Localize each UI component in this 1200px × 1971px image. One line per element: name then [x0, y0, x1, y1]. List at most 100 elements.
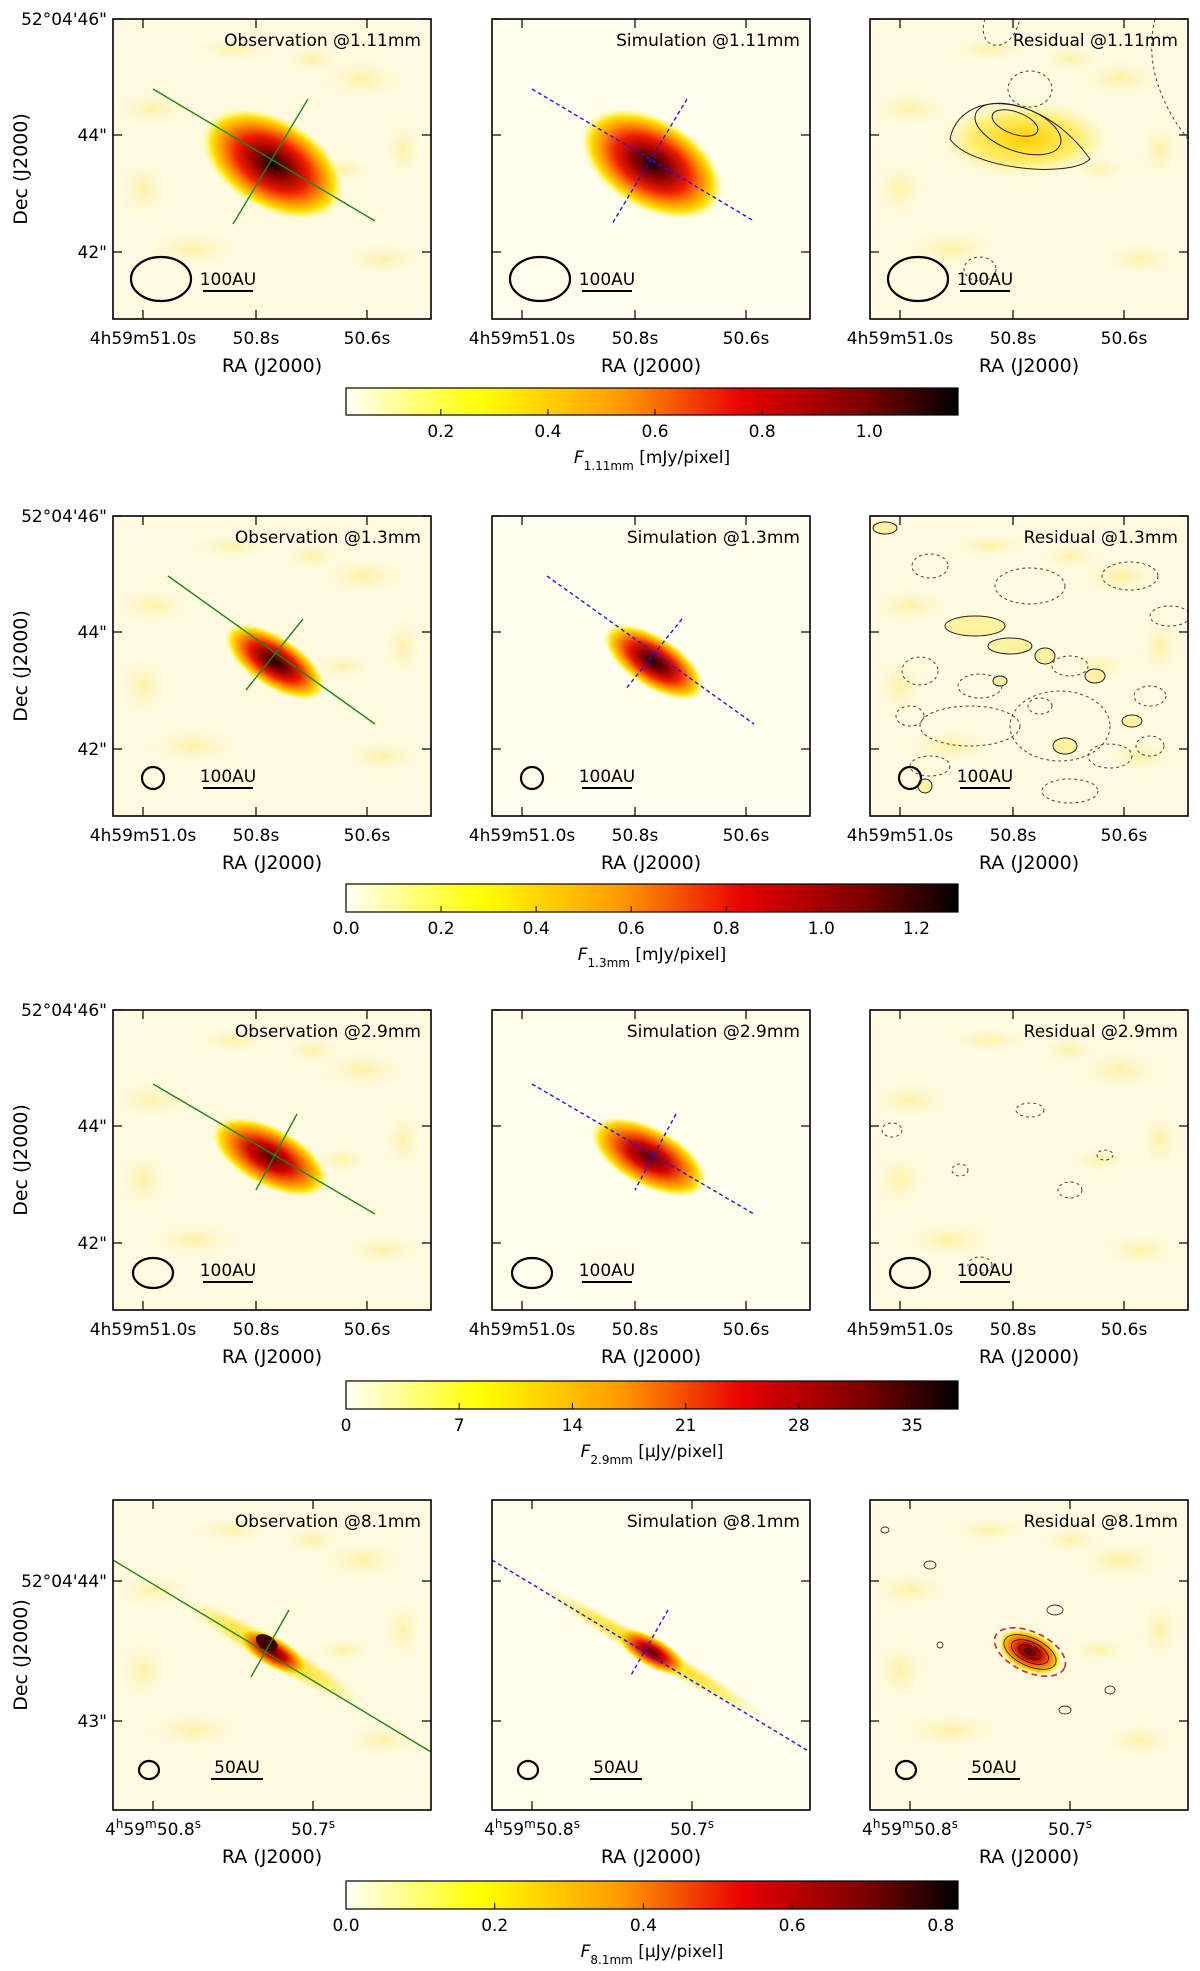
source-emission — [237, 1628, 309, 1676]
image-area — [492, 1559, 810, 1753]
colorbar-label-sub: 1.11mm — [584, 459, 634, 473]
beam-ellipse — [508, 255, 572, 303]
scale-bar-label: 100AU — [200, 270, 257, 290]
colorbar: 0.2 0.4 0.6 0.8 1.0 F1.11mm [mJy/pixel] — [345, 387, 959, 473]
colorbar-tick-label: 1.0 — [808, 919, 835, 939]
colorbar-gradient — [345, 883, 959, 913]
x-axis-label: RA (J2000) — [601, 1846, 701, 1868]
noise-patch — [875, 1150, 925, 1210]
negative-contour — [963, 256, 997, 282]
minor-axis-line — [611, 98, 688, 225]
ra-tick-sup: h — [116, 1817, 124, 1831]
image-area — [531, 1083, 755, 1215]
negative-contour — [1151, 19, 1188, 140]
negative-contour — [1041, 778, 1099, 804]
ra-tick-label: 50.6s — [1101, 1320, 1148, 1340]
negative-contour — [911, 553, 949, 579]
panel-title: Simulation @1.11mm — [616, 31, 800, 51]
panel-obs: 100AU Observation @1.11mm 4h59m51.0s 50.8s 5… — [10, 10, 432, 377]
x-axis-label: RA (J2000) — [222, 852, 322, 874]
x-axis-label: RA (J2000) — [979, 355, 1079, 377]
colorbar-label-unit: [μJy/pixel] — [633, 1442, 724, 1462]
noise-patch — [1070, 1148, 1130, 1172]
noise-patch — [900, 231, 1000, 267]
residual-contour — [1023, 1647, 1037, 1657]
noise-patch — [383, 1110, 423, 1170]
colorbar-label-unit: [mJy/pixel] — [630, 945, 726, 965]
noise-patch — [318, 59, 408, 99]
ra-tick-label: 50.6s — [723, 329, 770, 349]
ra-tick-label: 50.8s — [990, 1320, 1037, 1340]
colorbar-tick-label: 0.2 — [428, 919, 455, 939]
ra-tick-part: 50.7 — [291, 1820, 329, 1840]
x-axis-label: RA (J2000) — [222, 1346, 322, 1368]
colorbar-label-main: F — [578, 945, 588, 965]
source-emission — [590, 1116, 708, 1198]
noise-patch — [345, 740, 421, 772]
panel-frame — [869, 1009, 1189, 1311]
x-axis-label: RA (J2000) — [601, 852, 701, 874]
negative-contour — [951, 1163, 969, 1177]
axis-ticks — [113, 515, 431, 816]
ra-tick-sup: h — [495, 1817, 503, 1831]
panel-title: Simulation @8.1mm — [627, 1512, 800, 1532]
noise-patch — [345, 243, 421, 275]
axis-ticks — [492, 1500, 810, 1810]
ra-tick-sup: m — [524, 1817, 536, 1831]
negative-contour — [1007, 70, 1053, 108]
ra-tick-part: 59 — [123, 1820, 145, 1840]
ra-tick-part: 59 — [880, 1820, 902, 1840]
colorbar-label-main: F — [581, 1442, 591, 1462]
noise-patch — [193, 534, 273, 558]
residual-contour — [1003, 1634, 1057, 1670]
panel-sim: 100AU Simulation @1.3mm 4h59m51.0s 50.8s 50.… — [469, 515, 811, 874]
dec-tick-label: 44" — [78, 623, 107, 643]
colorbar-label-unit: [mJy/pixel] — [634, 448, 730, 468]
ra-tick-label: 50.6s — [344, 1320, 391, 1340]
dec-tick-label: 52°04'46" — [21, 10, 107, 30]
beam-ellipse — [519, 765, 545, 791]
panel-title: Observation @8.1mm — [235, 1512, 421, 1532]
major-axis-line — [152, 1083, 376, 1215]
panel-frame — [491, 18, 811, 320]
major-axis-line — [546, 575, 755, 725]
colorbar-gradient — [345, 387, 959, 416]
noise-patch — [870, 588, 950, 624]
negative-contour — [1057, 1181, 1083, 1199]
noise-patch — [113, 588, 193, 624]
red-dashed-ellipse — [993, 1626, 1067, 1678]
ra-tick-part: 50.8 — [536, 1820, 574, 1840]
noise-patch — [313, 654, 373, 678]
residual-contour — [936, 1641, 944, 1649]
image-area — [870, 1028, 1180, 1274]
image-area — [531, 88, 755, 225]
axis-ticks — [870, 515, 1188, 816]
source-emission — [603, 623, 705, 701]
x-axis-label: RA (J2000) — [601, 1346, 701, 1368]
ra-tick-sup: s — [329, 1817, 335, 1831]
residual-contour — [923, 1560, 937, 1570]
beam-ellipse — [894, 1759, 918, 1781]
panel-frame — [491, 1009, 811, 1311]
residual-contour — [949, 103, 1091, 170]
noise-patch — [900, 1222, 1000, 1258]
residual-emission — [998, 1628, 1062, 1676]
colorbar-tick-label: 0.4 — [534, 422, 561, 442]
colorbar-tick-label: 1.2 — [903, 919, 930, 939]
colorbar-label-sub: 1.3mm — [588, 956, 630, 970]
noise-patch — [950, 1028, 1030, 1052]
row-1: 100AU Observation @1.11mm 4h59m51.0s 50.8s 5… — [10, 10, 1189, 473]
noise-patch — [283, 1036, 343, 1064]
dec-tick-label: 44" — [78, 1117, 107, 1137]
dec-tick-label: 42" — [78, 1234, 107, 1254]
ra-tick-label: 4h59m51.0s — [469, 1320, 576, 1340]
colorbar-label: F8.1mm [μJy/pixel] — [581, 1942, 724, 1967]
colorbar-label-sub: 2.9mm — [590, 1453, 632, 1467]
ra-tick-sup: s — [574, 1817, 580, 1831]
ra-tick-sup: s — [1086, 1817, 1092, 1831]
panel-frame — [869, 18, 1189, 320]
colorbar-label-main: F — [581, 1942, 591, 1962]
noise-patch — [1070, 1638, 1130, 1662]
